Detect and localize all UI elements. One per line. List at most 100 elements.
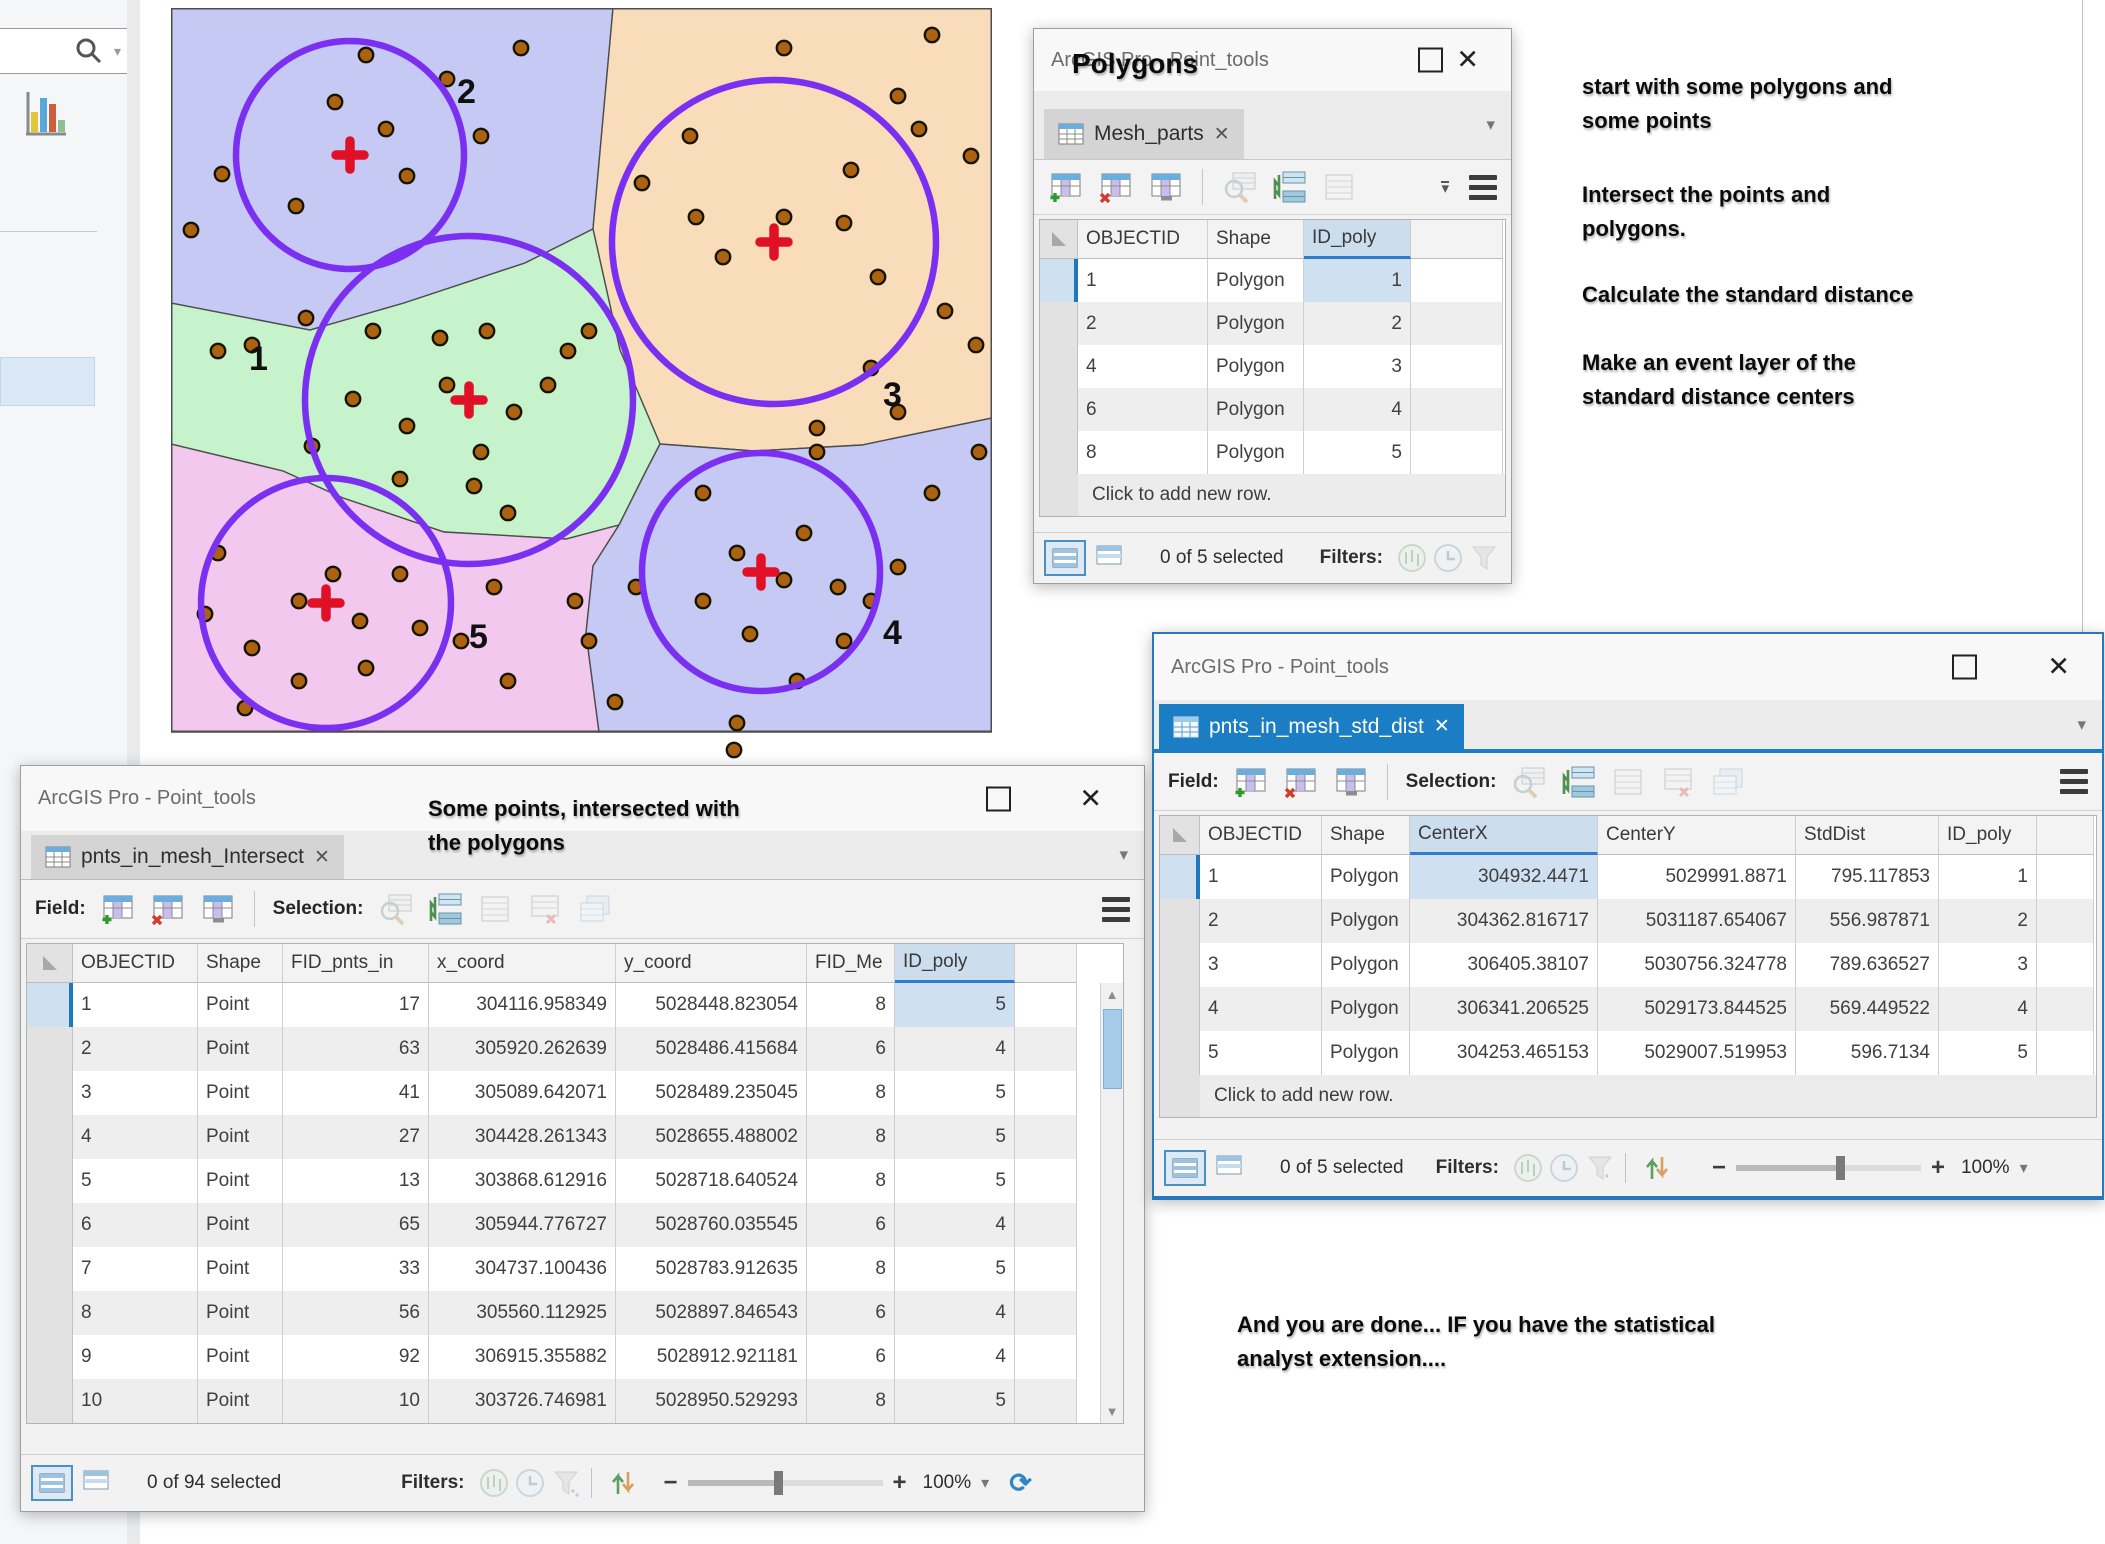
tab-mesh-parts[interactable]: Mesh_parts ✕ [1044, 109, 1244, 159]
table-cell[interactable]: 305944.776727 [429, 1203, 616, 1247]
row-handle[interactable] [1040, 345, 1078, 388]
refresh-icon[interactable]: ⟳ [1009, 1467, 1032, 1498]
table-cell[interactable]: 9 [73, 1335, 198, 1379]
table-cell[interactable]: Point [198, 1335, 283, 1379]
maximize-button[interactable] [1952, 654, 1977, 680]
search-dropdown-caret[interactable]: ▾ [113, 42, 121, 59]
table-row[interactable]: 6 Point 65 305944.776727 5028760.035545 6 4 [27, 1203, 1123, 1247]
table-cell[interactable]: 5030756.324778 [1598, 943, 1796, 987]
table-cell[interactable]: 5028897.846543 [616, 1291, 807, 1335]
table-cell[interactable]: 5029173.844525 [1598, 987, 1796, 1031]
close-button[interactable]: ✕ [1079, 783, 1102, 813]
table-cell[interactable]: 2 [1939, 899, 2037, 943]
window-titlebar[interactable]: ArcGIS Pro - Point_tools ✕ [1034, 29, 1511, 91]
maximize-button[interactable] [986, 786, 1011, 811]
toolbar-overflow-icon[interactable]: ▾ [1441, 179, 1449, 197]
row-handle[interactable] [27, 1203, 73, 1247]
table-cell[interactable]: 5 [895, 1159, 1015, 1203]
zoom-percent[interactable]: 100% [922, 1472, 972, 1493]
delete-field-icon[interactable] [1098, 171, 1134, 203]
row-handle[interactable] [27, 1379, 73, 1423]
table-cell[interactable]: Polygon [1208, 388, 1304, 431]
table-cell[interactable]: 8 [1078, 431, 1208, 474]
add-field-icon[interactable] [100, 893, 136, 925]
row-handle[interactable] [27, 1335, 73, 1379]
row-handle[interactable] [27, 1115, 73, 1159]
column-header[interactable]: ID_poly [1304, 220, 1411, 259]
table-cell[interactable]: 8 [807, 1071, 895, 1115]
table-cell[interactable]: 5028718.640524 [616, 1159, 807, 1203]
table-cell[interactable]: 10 [283, 1379, 429, 1423]
close-button[interactable]: ✕ [2047, 651, 2070, 682]
calculate-field-icon[interactable] [200, 893, 236, 925]
table-cell[interactable]: 5 [1939, 1031, 2037, 1075]
add-row-label[interactable]: Click to add new row. [1200, 1075, 2096, 1117]
tab-list-caret[interactable]: ▾ [1486, 115, 1495, 134]
table-cell[interactable]: 4 [895, 1335, 1015, 1379]
table-cell[interactable]: 63 [283, 1027, 429, 1071]
table-cell[interactable]: 304116.958349 [429, 983, 616, 1027]
tab-close-icon[interactable]: ✕ [313, 846, 330, 868]
form-view-icon[interactable] [1096, 545, 1122, 571]
row-handle[interactable] [27, 1159, 73, 1203]
sort-updown-icon[interactable] [608, 1468, 638, 1498]
table-cell[interactable]: 5028912.921181 [616, 1335, 807, 1379]
zoom-slider-handle[interactable] [1835, 1156, 1845, 1180]
column-header[interactable]: y_coord [616, 944, 807, 983]
table-cell[interactable]: 41 [283, 1071, 429, 1115]
zoom-slider[interactable] [1735, 1156, 1921, 1180]
add-field-icon[interactable] [1048, 171, 1084, 203]
table-cell[interactable]: 3 [73, 1071, 198, 1115]
table-row[interactable]: 3 Point 41 305089.642071 5028489.235045 8 5 [27, 1071, 1123, 1115]
table-cell[interactable]: Polygon [1208, 431, 1304, 474]
table-cell[interactable]: Point [198, 1203, 283, 1247]
menu-icon[interactable] [1102, 896, 1130, 922]
column-header[interactable]: FID_Me [807, 944, 895, 983]
table-cell[interactable]: 4 [1304, 388, 1411, 431]
bar-chart-icon[interactable] [22, 90, 68, 143]
table-cell[interactable]: 5 [895, 983, 1015, 1027]
clear-selection-icon[interactable] [527, 893, 563, 925]
table-cell[interactable]: Point [198, 1027, 283, 1071]
row-handle[interactable] [1160, 855, 1200, 899]
column-header[interactable]: ID_poly [895, 944, 1015, 983]
row-handle[interactable] [1160, 943, 1200, 987]
table-cell[interactable]: 5028783.912635 [616, 1247, 807, 1291]
table-cell[interactable]: 3 [1304, 345, 1411, 388]
table-cell[interactable]: 6 [807, 1203, 895, 1247]
tab-list-caret[interactable]: ▾ [1119, 845, 1128, 864]
table-cell[interactable]: 304253.465153 [1410, 1031, 1598, 1075]
column-header[interactable]: Shape [198, 944, 283, 983]
scroll-up-icon[interactable]: ▲ [1105, 987, 1119, 1002]
tab-pnts-in-mesh-intersect[interactable]: pnts_in_mesh_Intersect ✕ [31, 835, 344, 879]
time-filter-icon[interactable] [1549, 1153, 1579, 1183]
table-cell[interactable]: 92 [283, 1335, 429, 1379]
select-all-icon[interactable] [1610, 766, 1646, 798]
definition-filter-icon[interactable] [1469, 543, 1499, 573]
copy-rows-icon[interactable] [577, 893, 613, 925]
vertical-scrollbar[interactable]: ▲ ▼ [1100, 983, 1123, 1423]
attribute-table[interactable]: OBJECTID Shape CenterX CenterY StdDist ID_pol… [1159, 815, 2097, 1118]
table-cell[interactable]: 306915.355882 [429, 1335, 616, 1379]
table-cell[interactable]: Polygon [1322, 1031, 1410, 1075]
clear-selection-icon[interactable] [1660, 766, 1696, 798]
table-cell[interactable]: 2 [1078, 302, 1208, 345]
table-row[interactable]: 4 Polygon 306341.206525 5029173.844525 569.4… [1160, 987, 2096, 1031]
table-cell[interactable]: 1 [73, 983, 198, 1027]
form-view-icon[interactable] [83, 1470, 109, 1496]
column-header[interactable]: OBJECTID [73, 944, 198, 983]
table-cell[interactable]: 305560.112925 [429, 1291, 616, 1335]
time-filter-icon[interactable] [515, 1468, 545, 1498]
scrollbar-thumb[interactable] [1103, 1009, 1122, 1089]
table-cell[interactable]: 8 [807, 1115, 895, 1159]
table-cell[interactable]: 5028950.529293 [616, 1379, 807, 1423]
column-header[interactable]: Shape [1208, 220, 1304, 259]
table-cell[interactable]: 17 [283, 983, 429, 1027]
table-cell[interactable]: Polygon [1322, 899, 1410, 943]
table-row[interactable]: 4 Polygon 3 [1040, 345, 1505, 388]
table-cell[interactable]: 8 [73, 1291, 198, 1335]
zoom-out-button[interactable]: − [663, 1469, 678, 1496]
table-cell[interactable]: 1 [1078, 259, 1208, 302]
table-cell[interactable]: 2 [1200, 899, 1322, 943]
table-cell[interactable]: 304362.816717 [1410, 899, 1598, 943]
